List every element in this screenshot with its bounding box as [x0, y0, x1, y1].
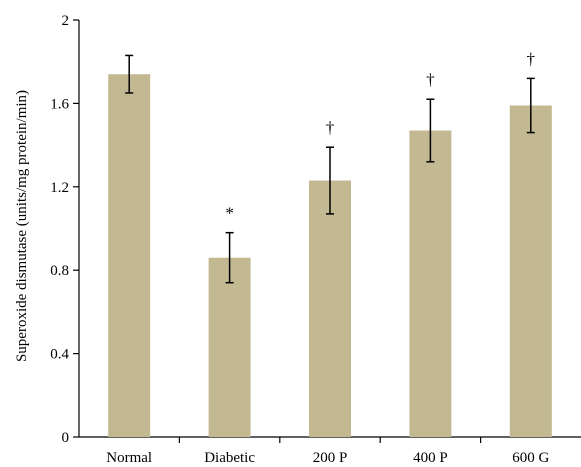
y-tick-label: 0 — [62, 430, 70, 446]
x-tick-label: 200 P — [313, 450, 348, 466]
x-tick-label: 600 G — [512, 450, 549, 466]
bar — [108, 74, 151, 438]
bar — [409, 130, 452, 437]
significance-marker: † — [527, 49, 536, 68]
y-tick-label: 0.8 — [50, 263, 69, 279]
y-tick-label: 2 — [62, 13, 70, 29]
x-tick-label: Normal — [106, 450, 152, 466]
bar — [309, 180, 351, 438]
x-tick-label: Diabetic — [204, 450, 255, 466]
significance-marker: † — [326, 118, 335, 137]
x-tick-label: 400 P — [413, 450, 448, 466]
significance-marker: * — [225, 204, 234, 223]
significance-marker: † — [426, 70, 435, 89]
y-axis-title: Superoxide dismutase (units/mg protein/m… — [14, 90, 30, 362]
y-tick-label: 0.4 — [50, 347, 69, 363]
bar — [208, 257, 251, 437]
plot-area: 0 0.4 0.8 1.2 1.6 2 Normal * Diabetic † 200 P † 400 … — [50, 13, 581, 466]
bar — [509, 105, 552, 438]
y-tick-label: 1.2 — [50, 180, 69, 196]
y-tick-label: 1.6 — [50, 96, 69, 112]
